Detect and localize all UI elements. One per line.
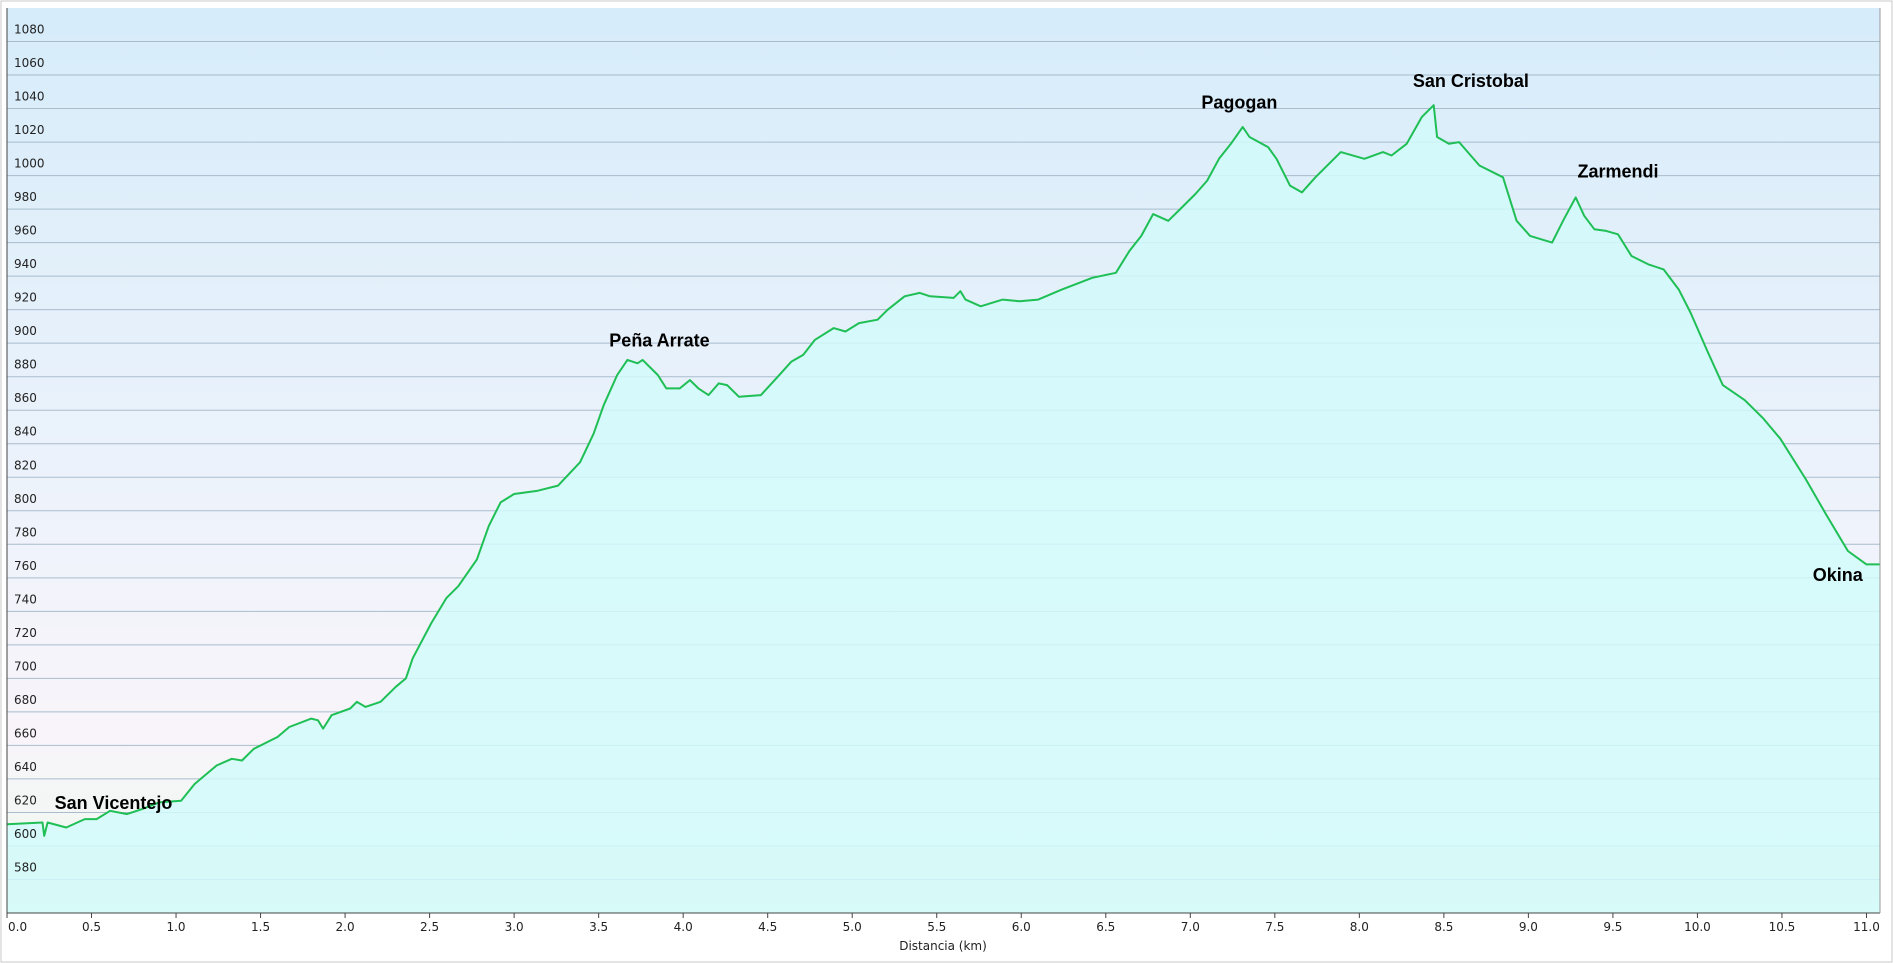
x-axis-title: Distancia (km) <box>899 939 987 953</box>
x-tick-label: 5.0 <box>843 920 862 934</box>
y-tick-label: 620 <box>14 793 37 807</box>
y-tick-label: 780 <box>14 525 37 539</box>
y-tick-label: 1000 <box>14 157 45 171</box>
y-tick-label: 640 <box>14 760 37 774</box>
y-tick-label: 800 <box>14 492 37 506</box>
y-tick-label: 680 <box>14 693 37 707</box>
elevation-line <box>6 104 1880 837</box>
x-tick-label: 10.0 <box>1684 920 1711 934</box>
y-tick-label: 760 <box>14 559 37 573</box>
y-tick-label: 900 <box>14 324 37 338</box>
y-tick-label: 820 <box>14 458 37 472</box>
x-tick-label: 8.0 <box>1350 920 1369 934</box>
x-tick-label: 1.0 <box>166 920 185 934</box>
y-tick-label: 960 <box>14 224 37 238</box>
x-tick-label: 0.5 <box>82 920 101 934</box>
y-tick-label: 600 <box>14 827 37 841</box>
y-tick-label: 740 <box>14 592 37 606</box>
x-tick-label: 11.0 <box>1853 920 1880 934</box>
x-tick-label: 4.0 <box>674 920 693 934</box>
peak-label: Okina <box>1813 565 1864 585</box>
y-tick-label: 940 <box>14 257 37 271</box>
y-tick-label: 920 <box>14 291 37 305</box>
peak-label: Pagogan <box>1201 93 1277 113</box>
x-tick-label: 2.0 <box>336 920 355 934</box>
y-tick-label: 660 <box>14 726 37 740</box>
x-tick-label: 9.0 <box>1519 920 1538 934</box>
area-fill <box>7 105 1880 913</box>
x-tick-label: 7.5 <box>1265 920 1284 934</box>
peak-label: Zarmendi <box>1577 161 1658 181</box>
y-tick-label: 860 <box>14 391 37 405</box>
x-tick-label: 6.0 <box>1012 920 1031 934</box>
x-tick-label: 1.5 <box>251 920 270 934</box>
y-tick-label: 1020 <box>14 123 45 137</box>
peak-label: Peña Arrate <box>609 331 709 351</box>
x-tick-label: 7.0 <box>1181 920 1200 934</box>
x-tick-label: 5.5 <box>927 920 946 934</box>
y-tick-label: 880 <box>14 358 37 372</box>
y-tick-label: 1080 <box>14 23 45 37</box>
x-tick-label: 6.5 <box>1096 920 1115 934</box>
y-tick-label: 720 <box>14 626 37 640</box>
y-tick-label: 1040 <box>14 90 45 104</box>
peak-label: San Cristobal <box>1413 71 1529 91</box>
x-tick-label: 8.5 <box>1434 920 1453 934</box>
peak-label: San Vicentejo <box>55 793 173 813</box>
x-tick-label: 0.0 <box>8 920 27 934</box>
y-tick-label: 1060 <box>14 56 45 70</box>
y-tick-label: 840 <box>14 425 37 439</box>
x-tick-label: 2.5 <box>420 920 439 934</box>
x-tick-label: 3.0 <box>505 920 524 934</box>
x-tick-label: 4.5 <box>758 920 777 934</box>
y-tick-label: 700 <box>14 659 37 673</box>
x-tick-label: 9.5 <box>1603 920 1622 934</box>
x-tick-label: 3.5 <box>589 920 608 934</box>
x-tick-label: 10.5 <box>1769 920 1796 934</box>
y-tick-label: 980 <box>14 190 37 204</box>
y-tick-label: 580 <box>14 860 37 874</box>
